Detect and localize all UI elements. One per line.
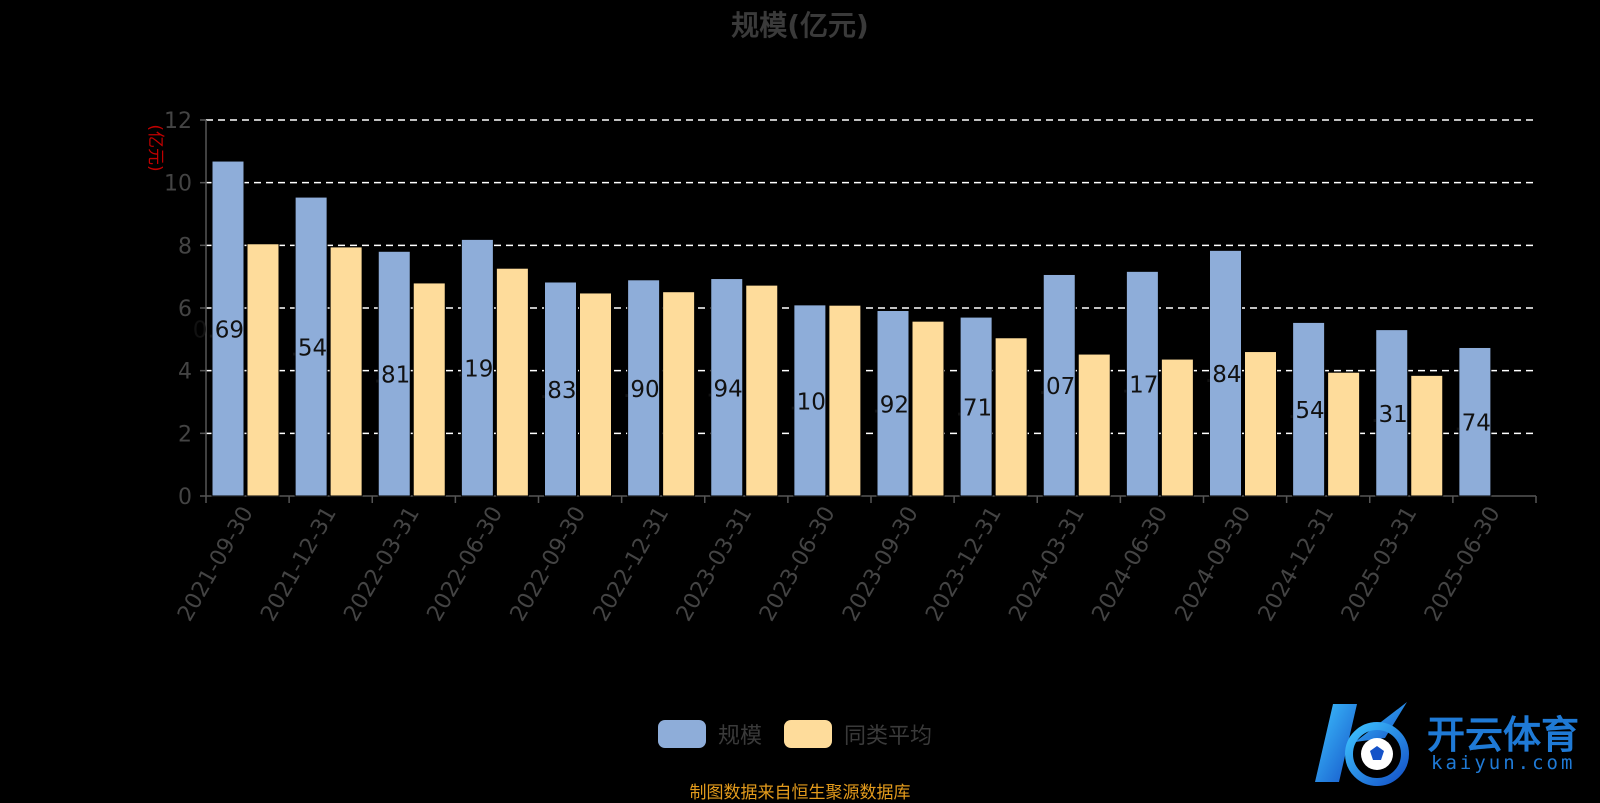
- x-tick-label: 2021-12-31: [256, 503, 342, 626]
- legend-item-average[interactable]: 同类平均: [784, 718, 932, 750]
- x-tick-label: 2023-03-31: [672, 503, 758, 626]
- x-tick-label: 2024-12-31: [1254, 503, 1340, 626]
- bar-scale: [1209, 249, 1242, 497]
- y-tick-label: 12: [164, 109, 192, 134]
- bar-average: [662, 291, 696, 497]
- bar-scale: [1125, 270, 1159, 497]
- x-tick-label: 2023-09-30: [838, 503, 924, 626]
- bar-value-label: .74: [1454, 411, 1491, 437]
- bar-average: [1160, 358, 1194, 497]
- chart-title: 规模(亿元): [731, 9, 869, 42]
- bar-value-label: .94: [706, 376, 743, 402]
- bar-scale: [211, 160, 245, 497]
- bar-value-label: .31: [1371, 402, 1408, 428]
- bar-scale: [460, 238, 494, 497]
- bar-scale: [544, 281, 577, 497]
- bar-value-label: .54: [1288, 398, 1325, 424]
- bar-value-label: .81: [374, 363, 411, 389]
- bar-scale: [793, 304, 827, 497]
- bar-average: [579, 292, 612, 497]
- bar-average: [911, 320, 945, 497]
- bar-value-label: .07: [1039, 374, 1076, 400]
- source-note: 制图数据来自恒生聚源数据库: [689, 783, 911, 803]
- bar-average: [1410, 374, 1444, 497]
- bar-value-label: .54: [291, 336, 328, 362]
- bar-scale: [959, 316, 993, 497]
- bar-value-label: 0.69: [193, 318, 244, 344]
- bar-average: [828, 304, 862, 497]
- bar-scale: [1292, 321, 1326, 497]
- y-tick-label: 0: [178, 485, 192, 510]
- y-tick-label: 4: [178, 360, 192, 385]
- bar-value-label: .17: [1122, 373, 1159, 399]
- x-tick-label: 2024-03-31: [1004, 503, 1090, 626]
- bar-average: [1077, 353, 1111, 497]
- x-tick-label: 2022-09-30: [506, 503, 592, 626]
- y-tick-label: 8: [178, 234, 192, 259]
- legend-swatch-average: [784, 720, 833, 748]
- bar-average: [329, 246, 363, 497]
- watermark-logo: 开云体育 kaiyun.com: [1315, 698, 1595, 788]
- y-tick-label: 10: [164, 172, 192, 197]
- bar-scale: [627, 279, 661, 497]
- bar-value-label: .19: [457, 357, 494, 383]
- bar-scale: [1375, 329, 1409, 497]
- y-tick-label: 6: [178, 297, 192, 322]
- bar-value-label: .71: [956, 396, 993, 422]
- x-tick-label: 2024-09-30: [1171, 503, 1257, 626]
- bar-value-label: .83: [540, 378, 577, 404]
- bar-value-label: .84: [1205, 362, 1242, 388]
- logo-subtext: kaiyun.com: [1431, 752, 1576, 774]
- bar-scale: [876, 310, 910, 497]
- legend-swatch-scale: [658, 720, 706, 748]
- bar-average: [745, 284, 779, 497]
- x-tick-label: 2025-06-30: [1420, 503, 1506, 626]
- bar-average: [1244, 351, 1277, 497]
- bar-scale: [1458, 346, 1492, 497]
- bar-scale: [1042, 273, 1076, 497]
- logo-text: 开云体育: [1427, 713, 1580, 757]
- bar-value-label: .10: [789, 389, 826, 415]
- bar-scale: [294, 196, 328, 497]
- legend: 规模 同类平均: [658, 718, 954, 750]
- legend-label-average: 同类平均: [844, 724, 933, 749]
- y-axis-unit-label: (亿元): [145, 124, 165, 171]
- x-tick-label: 2022-12-31: [589, 503, 675, 626]
- bar-average: [412, 282, 446, 497]
- bar-scale: [710, 278, 744, 497]
- x-tick-label: 2025-03-31: [1337, 503, 1423, 626]
- x-tick-label: 2023-06-30: [755, 503, 841, 626]
- bar-average: [994, 337, 1028, 497]
- bar-average: [1327, 371, 1361, 497]
- x-tick-label: 2023-12-31: [921, 503, 1007, 626]
- bar-value-label: .90: [623, 377, 660, 403]
- bar-scale: [377, 250, 411, 497]
- bar-average: [246, 243, 280, 497]
- bar-value-label: .92: [872, 392, 909, 418]
- x-tick-label: 2021-09-30: [173, 503, 259, 626]
- kaiyun-logo-icon: [1315, 702, 1409, 786]
- x-tick-label: 2024-06-30: [1088, 503, 1174, 626]
- bar-average: [495, 267, 529, 497]
- x-tick-label: 2022-06-30: [423, 503, 509, 626]
- legend-item-scale[interactable]: 规模: [658, 718, 762, 750]
- y-tick-label: 2: [178, 422, 192, 447]
- legend-label-scale: 规模: [718, 724, 763, 749]
- x-tick-label: 2022-03-31: [339, 503, 425, 626]
